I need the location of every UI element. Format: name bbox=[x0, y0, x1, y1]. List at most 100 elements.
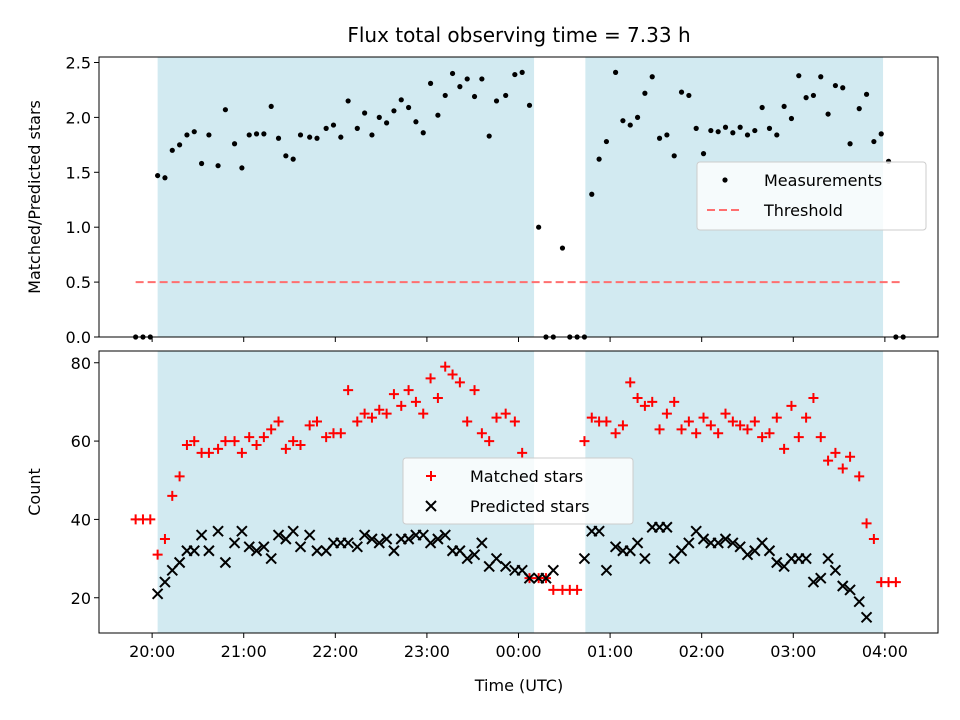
predicted-starspoint bbox=[661, 521, 673, 533]
measurementspoint bbox=[722, 124, 729, 130]
predicted-starspoint bbox=[373, 537, 385, 549]
x-tick-label: 22:00 bbox=[312, 642, 358, 661]
matched-starspoint bbox=[845, 451, 856, 462]
measurementspoint bbox=[246, 132, 252, 138]
matched-starspoint bbox=[771, 412, 782, 423]
x-axis-label: Time (UTC) bbox=[474, 676, 563, 695]
legend-label: Predicted stars bbox=[470, 497, 590, 516]
matched-starspoint bbox=[500, 408, 511, 419]
y-axis-label: Matched/Predicted stars bbox=[25, 100, 44, 294]
predicted-starspoint bbox=[424, 537, 437, 549]
matched-starspoint bbox=[705, 420, 716, 431]
matched-starspoint bbox=[579, 436, 590, 447]
matched-starspoint bbox=[632, 393, 643, 403]
y-tick-label: 0.5 bbox=[66, 273, 91, 292]
measurementspoint bbox=[261, 131, 267, 137]
matched-starspoint bbox=[890, 577, 901, 588]
matched-starspoint bbox=[410, 396, 421, 407]
y-axis-label: Count bbox=[25, 468, 44, 516]
measurementspoint bbox=[788, 115, 795, 122]
measurementspoint bbox=[398, 97, 404, 103]
measurementspoint bbox=[856, 106, 862, 112]
predicted-starspoint bbox=[547, 564, 560, 577]
predicted-starspoint bbox=[250, 545, 263, 557]
measurementspoint bbox=[391, 108, 397, 114]
predicted-starspoint bbox=[358, 529, 371, 541]
x-tick-label: 04:00 bbox=[862, 642, 908, 661]
measurementspoint bbox=[177, 142, 183, 148]
predicted-starspoint bbox=[853, 595, 865, 608]
predicted-starspoint bbox=[272, 529, 285, 541]
matched-starspoint bbox=[793, 432, 804, 443]
measurementspoint bbox=[435, 112, 441, 118]
legend: Matched stars Predicted stars bbox=[402, 457, 634, 525]
y-tick-label: 20 bbox=[71, 589, 91, 608]
matched-starspoint bbox=[854, 471, 865, 482]
matched-starspoint bbox=[484, 436, 495, 447]
matched-starspoint bbox=[229, 436, 240, 447]
predicted-starspoint bbox=[815, 572, 827, 584]
measurementspoint bbox=[620, 118, 626, 124]
measurementspoint bbox=[796, 73, 802, 79]
matched-starspoint bbox=[311, 416, 322, 427]
predicted-starspoint bbox=[195, 529, 208, 541]
measurementspoint bbox=[693, 125, 699, 131]
measurementspoint bbox=[730, 130, 736, 136]
matched-starspoint bbox=[610, 428, 621, 439]
measurementspoint bbox=[878, 131, 884, 137]
matched-starspoint bbox=[727, 416, 738, 427]
x-tick-label: 03:00 bbox=[770, 642, 816, 661]
predicted-starspoint bbox=[600, 564, 613, 577]
measurementspoint bbox=[803, 95, 809, 101]
measurementspoint bbox=[206, 132, 212, 138]
measurementspoint bbox=[449, 70, 456, 77]
matched-starspoint bbox=[815, 432, 826, 443]
x-tick-label: 21:00 bbox=[221, 642, 267, 661]
predicted-starspoint bbox=[351, 541, 364, 553]
predicted-starspoint bbox=[173, 556, 186, 569]
matched-starspoint bbox=[868, 534, 879, 544]
matched-starspoint bbox=[586, 412, 597, 423]
measurementspoint bbox=[369, 132, 375, 138]
y-tick-label: 1.5 bbox=[66, 163, 91, 182]
legend-label: Measurements bbox=[764, 171, 882, 190]
measurementspoint bbox=[215, 163, 221, 169]
measurementspoint bbox=[268, 103, 274, 110]
matched-starspoint bbox=[548, 584, 559, 595]
measurementspoint bbox=[536, 224, 542, 230]
y-tick-label: 80 bbox=[71, 354, 91, 373]
predicted-starspoint bbox=[380, 533, 393, 545]
legend-matched-starsswatch bbox=[426, 471, 436, 481]
measurementspoint bbox=[603, 138, 610, 145]
x-tick-label: 00:00 bbox=[495, 642, 541, 661]
predicted-starspoint bbox=[609, 541, 622, 553]
measurementspoint bbox=[191, 129, 197, 135]
measurementspoint bbox=[493, 98, 500, 104]
matched-starspoint bbox=[801, 412, 812, 423]
measurementspoint bbox=[253, 131, 260, 137]
measurementspoint bbox=[198, 160, 205, 167]
matched-starspoint bbox=[258, 432, 269, 443]
matched-starspoint bbox=[683, 416, 694, 427]
matched-starspoint bbox=[639, 400, 650, 411]
bottom-panel-count: 20:00 21:00 22:00 23:00 00:00 01:00 02:00 03:00… bbox=[25, 350, 939, 661]
measurementspoint bbox=[376, 114, 382, 120]
predicted-starspoint bbox=[228, 537, 241, 549]
legend-measurementsswatch bbox=[722, 177, 728, 183]
matched-starspoint bbox=[352, 416, 363, 427]
matched-starspoint bbox=[617, 420, 628, 431]
predicted-starspoint bbox=[844, 584, 856, 596]
measurementspoint bbox=[700, 151, 707, 157]
matched-starspoint bbox=[669, 396, 680, 407]
matched-starspoint bbox=[823, 455, 834, 466]
matched-starspoint bbox=[764, 428, 775, 439]
predicted-starspoint bbox=[342, 537, 354, 549]
predicted-starspoint bbox=[593, 525, 605, 537]
matched-starspoint bbox=[654, 424, 665, 435]
legend-box bbox=[696, 161, 927, 231]
matched-starspoint bbox=[454, 377, 465, 388]
matched-starspoint bbox=[359, 408, 370, 419]
measurementspoint bbox=[307, 134, 313, 140]
measurementspoint bbox=[847, 141, 853, 147]
top-panel-ratio: 0.0 0.5 1.0 1.5 2.0 2.5 Matched/Predicted star… bbox=[25, 53, 939, 347]
